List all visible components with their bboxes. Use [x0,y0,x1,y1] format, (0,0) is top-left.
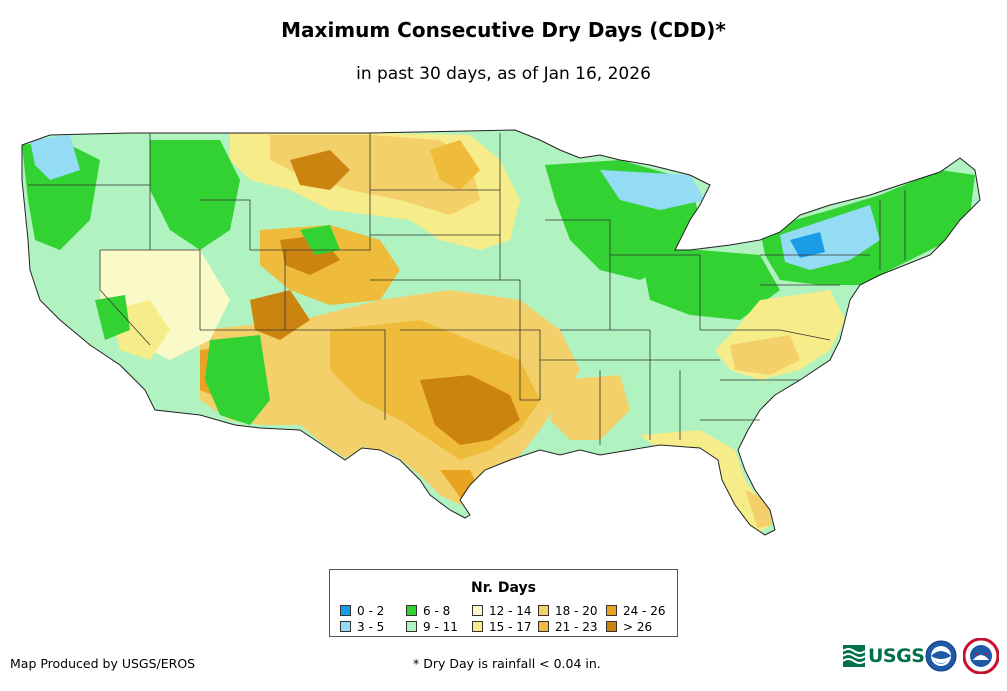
legend-swatch [406,621,417,632]
nws-logo-icon [963,638,999,674]
legend-label: > 26 [623,619,653,634]
legend-title: Nr. Days [471,580,536,596]
us-outline [21,129,981,536]
map-fill [22,130,980,535]
state-boundaries [28,133,906,445]
legend-swatch [538,621,549,632]
legend-item: 0 - 2 [340,603,385,618]
legend-label: 3 - 5 [357,619,385,634]
cdd-map [21,129,981,536]
legend-label: 18 - 20 [555,603,598,618]
legend-swatch [472,621,483,632]
legend-item: 12 - 14 [472,603,532,618]
legend-swatch [340,621,351,632]
legend-item: 15 - 17 [472,619,532,634]
noaa-logo-icon [925,640,957,672]
legend-label: 21 - 23 [555,619,598,634]
legend-label: 24 - 26 [623,603,666,618]
legend: Nr. Days 0 - 2 3 - 5 6 - 8 9 - 11 12 - 1… [329,569,678,637]
legend-swatch [606,621,617,632]
legend-swatch [340,605,351,616]
legend-label: 15 - 17 [489,619,532,634]
legend-swatch [606,605,617,616]
usgs-logo-icon: USGS [843,642,925,670]
legend-item: 9 - 11 [406,619,458,634]
usgs-logo-text: USGS [868,645,925,667]
legend-label: 0 - 2 [357,603,385,618]
legend-swatch [538,605,549,616]
legend-item: > 26 [606,619,653,634]
map-credit: Map Produced by USGS/EROS [10,656,196,671]
legend-label: 6 - 8 [423,603,451,618]
map-title: Maximum Consecutive Dry Days (CDD)* [281,18,726,42]
legend-swatch [406,605,417,616]
legend-label: 9 - 11 [423,619,458,634]
map-subtitle: in past 30 days, as of Jan 16, 2026 [356,64,651,84]
legend-item: 21 - 23 [538,619,598,634]
legend-item: 24 - 26 [606,603,666,618]
legend-label: 12 - 14 [489,603,532,618]
legend-item: 18 - 20 [538,603,598,618]
legend-item: 6 - 8 [406,603,451,618]
dry-day-footnote: * Dry Day is rainfall < 0.04 in. [413,656,601,671]
usgs-wave-icon [843,645,865,667]
legend-swatch [472,605,483,616]
legend-item: 3 - 5 [340,619,385,634]
